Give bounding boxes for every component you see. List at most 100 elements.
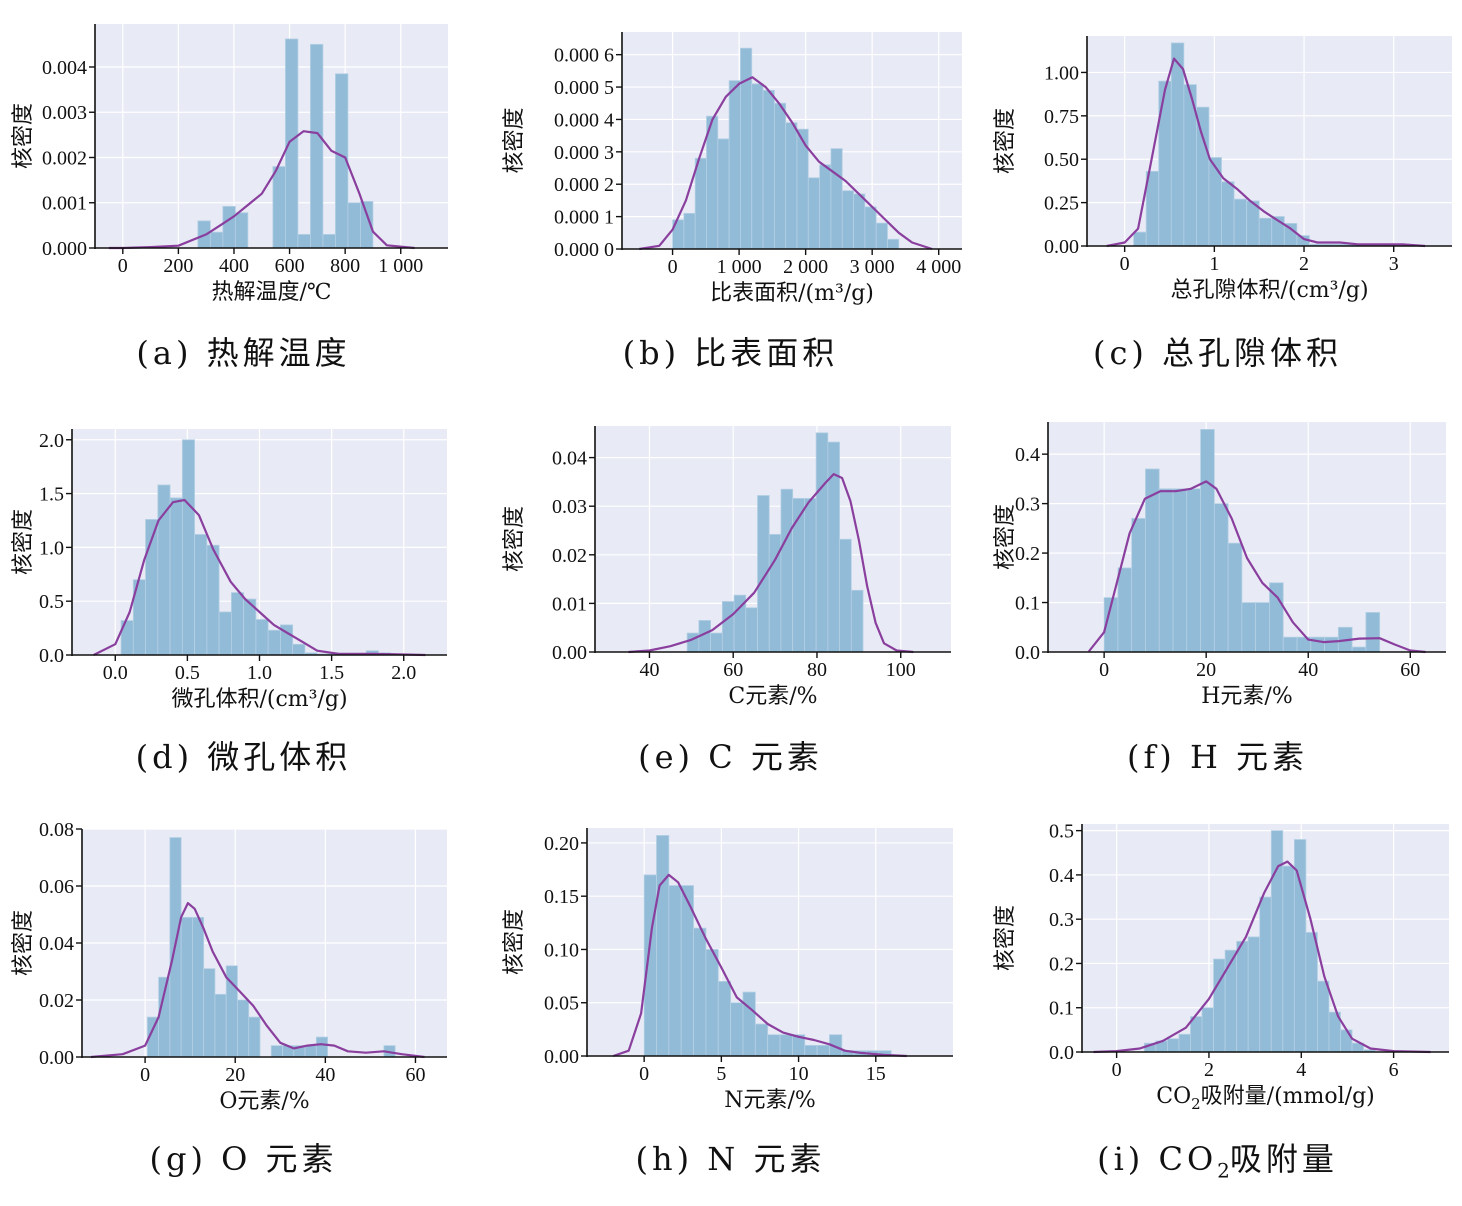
histogram-bar [194, 534, 208, 656]
histogram-bar [706, 115, 719, 250]
histogram-bar [1233, 198, 1248, 247]
y-tick-label: 0.15 [544, 886, 579, 908]
x-tick-label: 6 [1389, 1059, 1399, 1081]
y-tick-label: 0.001 [42, 193, 87, 215]
histogram-bar [773, 102, 787, 250]
y-tick-label: 0.3 [1015, 494, 1040, 516]
x-tick-label: 0 [1099, 659, 1109, 681]
histogram-bar [1365, 612, 1381, 653]
x-tick-label: 20 [225, 1064, 245, 1086]
histogram-bar [1340, 1029, 1353, 1053]
y-tick-label: 0.002 [42, 147, 87, 169]
caption-g: (g) O 元素 [149, 1140, 338, 1178]
histogram-bar [730, 1002, 744, 1057]
x-tick-label: 1.0 [247, 662, 272, 684]
histogram-bar [686, 632, 700, 653]
histogram-bar [292, 643, 306, 656]
histogram-bar [1170, 42, 1185, 247]
panel-d: 0.0 0.5 1.0 1.5 2.0 0.0 0.5 1.0 1.5 2.0 微孔体积/(cm³/… [0, 404, 487, 804]
histogram-bar [683, 212, 696, 250]
x-tick-label: 1 000 [378, 255, 423, 277]
y-tick-label: 0.2 [1049, 953, 1074, 975]
x-axis-label: C元素/% [728, 684, 817, 709]
caption-d: (d) 微孔体积 [135, 738, 352, 776]
histogram-bar [792, 498, 805, 653]
x-tick-label: 5 [716, 1063, 726, 1085]
chart-c: 0.00 0.25 0.50 0.75 1.00 0 1 2 3 总孔隙体积/(cm³/g) 核密度 [993, 36, 1452, 303]
histogram-bar [762, 89, 775, 250]
y-tick-label: 0.003 [42, 102, 87, 124]
plot-area [587, 828, 953, 1056]
y-tick-label: 0.25 [1044, 193, 1079, 215]
y-tick-label: 0.000 0 [554, 239, 614, 261]
y-tick-label: 0.000 [42, 238, 87, 260]
histogram-bar [230, 592, 245, 656]
histogram-bar [270, 1045, 283, 1058]
histogram-bar [643, 874, 657, 1057]
x-tick-label: 0.0 [103, 662, 128, 684]
histogram-bar [315, 1036, 328, 1058]
chart-g: 0.00 0.02 0.04 0.06 0.08 0 20 40 60 O元素/% 核密度 [11, 819, 447, 1114]
x-tick-label: 200 [163, 255, 193, 277]
histogram-bar [1282, 636, 1298, 653]
caption-h: (h) N 元素 [635, 1140, 826, 1178]
x-axis-label: CO2吸附量/(mmol/g) [1156, 1084, 1375, 1113]
x-tick-label: 10 [789, 1063, 809, 1085]
histogram-bar [717, 981, 732, 1057]
histogram-bar [815, 432, 829, 653]
histogram-bar [804, 498, 817, 653]
histogram-bar [853, 193, 866, 250]
histogram-bar [875, 222, 888, 250]
y-tick-label: 0.10 [544, 939, 579, 961]
histogram-bar [157, 484, 171, 656]
histogram-bar [1236, 940, 1249, 1053]
y-tick-label: 0.2 [1015, 543, 1040, 565]
x-tick-label: 600 [275, 255, 305, 277]
x-tick-label: 60 [723, 659, 743, 681]
histogram-bar [1178, 1033, 1191, 1053]
histogram-bar [209, 231, 224, 249]
plot-area [95, 24, 448, 248]
kde-curve [639, 76, 933, 251]
histogram-bar [656, 835, 670, 1057]
x-tick-label: 3 [1389, 253, 1399, 275]
histogram-bar [717, 138, 730, 250]
y-tick-label: 0.75 [1044, 106, 1079, 128]
x-tick-label: 2.0 [391, 662, 416, 684]
y-tick-label: 0.5 [1049, 821, 1074, 843]
y-tick-label: 0.000 4 [554, 109, 614, 131]
caption-a: (a) 热解温度 [136, 334, 351, 372]
y-tick-label: 0.004 [42, 57, 87, 79]
histogram-bar [841, 190, 854, 250]
y-tick-label: 1.00 [1044, 62, 1079, 84]
x-tick-label: 20 [1196, 659, 1216, 681]
y-tick-label: 0.3 [1049, 909, 1074, 931]
histogram-bar [206, 544, 220, 656]
histogram-bar [1196, 106, 1210, 247]
panel-a: 0.000 0.001 0.002 0.003 0.004 0 200 400 600 800 1 … [0, 0, 487, 400]
x-tick-label: 40 [315, 1064, 335, 1086]
x-tick-label: 3 000 [850, 256, 895, 278]
chart-a: 0.000 0.001 0.002 0.003 0.004 0 200 400 600 800 1 … [11, 24, 448, 305]
kde-curve [90, 901, 425, 1059]
x-tick-label: 0 [668, 256, 678, 278]
y-axis-label: 核密度 [11, 103, 36, 169]
caption-f: (f) H 元素 [1126, 738, 1309, 776]
x-tick-label: 0 [1120, 253, 1130, 275]
x-axis-label: 比表面积/(m³/g) [710, 281, 874, 306]
histogram-bar [255, 619, 269, 656]
x-tick-label: 40 [1298, 659, 1318, 681]
caption-e: (e) C 元素 [638, 738, 823, 776]
histogram-bar [1190, 1016, 1203, 1053]
histogram-bar [751, 83, 764, 250]
caption-i-tail: 吸附量 [1229, 1140, 1338, 1178]
histogram-bar [1167, 1038, 1180, 1053]
panel-h: 0.00 0.05 0.10 0.15 0.20 0 5 10 15 N元素/% 核密度 (h) N… [487, 806, 974, 1206]
y-tick-label: 0.02 [39, 990, 74, 1012]
histogram-bar [222, 205, 236, 249]
chart-b: 0.000 0 0.000 1 0.000 2 0.000 3 0.000 4 0.000… [502, 32, 962, 306]
histogram-bar [830, 148, 843, 250]
histogram-bar [767, 1034, 781, 1057]
y-tick-label: 0.00 [39, 1047, 74, 1069]
histogram-bar [819, 164, 832, 250]
